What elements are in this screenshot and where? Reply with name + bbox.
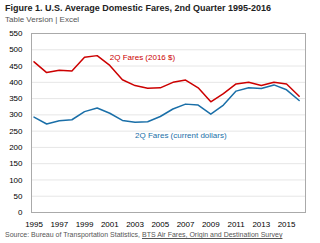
svg-text:400: 400 xyxy=(9,78,23,87)
svg-text:2Q Fares (current dollars): 2Q Fares (current dollars) xyxy=(135,131,227,140)
svg-text:2013: 2013 xyxy=(252,220,270,229)
svg-text:2015: 2015 xyxy=(278,220,296,229)
svg-text:2007: 2007 xyxy=(177,220,195,229)
svg-text:250: 250 xyxy=(9,127,23,136)
svg-text:1997: 1997 xyxy=(50,220,68,229)
svg-text:500: 500 xyxy=(9,45,23,54)
svg-text:50: 50 xyxy=(14,192,23,201)
html-text:Source: Bureau of Transportati: Source: Bureau of Transportation Statist… xyxy=(5,231,283,238)
svg-text:2011: 2011 xyxy=(227,220,245,229)
svg-text:350: 350 xyxy=(9,94,23,103)
svg-text:2009: 2009 xyxy=(202,220,220,229)
svg-text:200: 200 xyxy=(9,143,23,152)
svg-text:1995: 1995 xyxy=(25,220,43,229)
svg-text:1999: 1999 xyxy=(76,220,94,229)
html-text:Table Version | Excel: Table Version | Excel xyxy=(5,15,80,24)
svg-text:2Q Fares (2016 $): 2Q Fares (2016 $) xyxy=(110,53,176,62)
svg-text:150: 150 xyxy=(9,159,23,168)
svg-text:2003: 2003 xyxy=(126,220,144,229)
svg-text:100: 100 xyxy=(9,176,23,185)
svg-text:2005: 2005 xyxy=(151,220,169,229)
svg-text:0: 0 xyxy=(18,208,23,217)
html-text:Figure 1. U.S. Average Domesti: Figure 1. U.S. Average Domestic Fares, 2… xyxy=(5,3,271,13)
svg-text:550: 550 xyxy=(9,29,23,38)
svg-text:300: 300 xyxy=(9,110,23,119)
svg-text:450: 450 xyxy=(9,62,23,71)
svg-text:2001: 2001 xyxy=(101,220,119,229)
